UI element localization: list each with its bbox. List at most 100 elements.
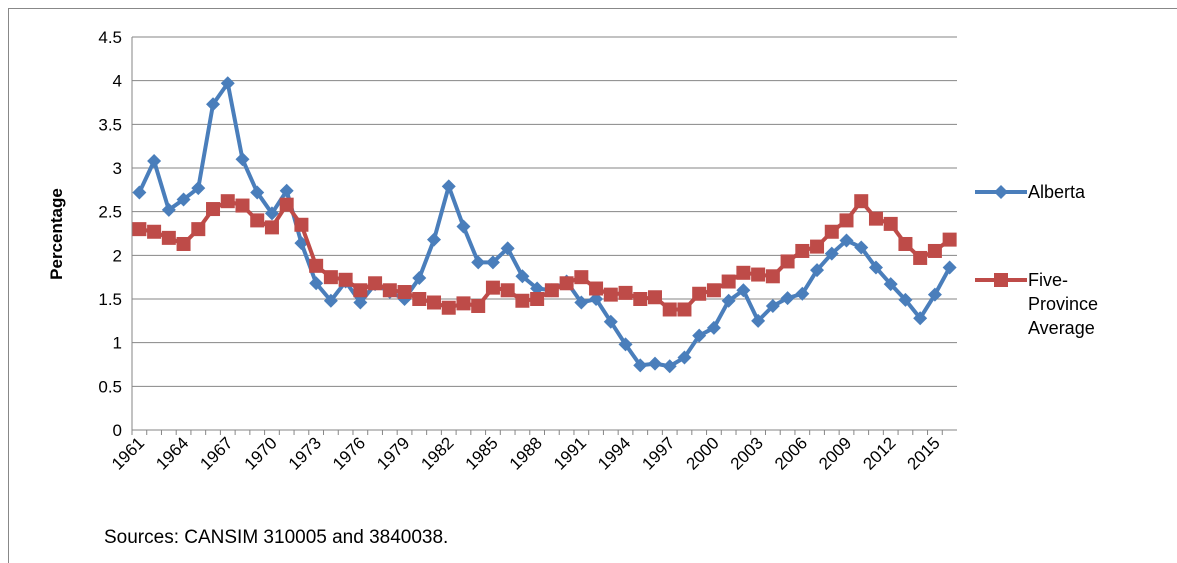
marker <box>191 181 206 196</box>
marker <box>795 286 810 301</box>
x-tick-label: 2015 <box>904 433 944 473</box>
marker <box>574 270 589 285</box>
marker <box>368 276 383 291</box>
marker <box>309 276 324 291</box>
y-tick-label: 0.5 <box>98 377 122 396</box>
x-tick-label: 2009 <box>815 433 855 473</box>
marker <box>736 265 751 280</box>
y-tick-label: 4 <box>113 72 122 91</box>
marker <box>618 285 633 300</box>
marker <box>839 233 854 248</box>
marker <box>810 239 825 254</box>
marker <box>161 202 176 217</box>
marker <box>206 202 221 217</box>
y-tick-label: 2 <box>113 246 122 265</box>
marker <box>485 255 500 270</box>
marker <box>309 258 324 273</box>
x-tick-label: 2012 <box>859 433 899 473</box>
marker <box>220 76 235 91</box>
x-tick-label: 1982 <box>417 433 457 473</box>
marker <box>721 293 736 308</box>
marker <box>353 295 368 310</box>
x-tick-label: 1985 <box>462 433 502 473</box>
marker <box>161 230 176 245</box>
marker <box>397 285 412 300</box>
marker <box>765 298 780 313</box>
legend-label: Five-Province Average <box>1028 270 1099 338</box>
legend-marker <box>994 273 1008 287</box>
marker <box>706 283 721 298</box>
marker <box>927 243 942 258</box>
marker <box>412 271 427 286</box>
marker <box>471 298 486 313</box>
marker <box>294 217 309 232</box>
y-tick-label: 4.5 <box>98 28 122 47</box>
marker <box>279 183 294 198</box>
marker <box>883 277 898 292</box>
marker <box>176 236 191 251</box>
marker <box>176 192 191 207</box>
marker <box>456 219 471 234</box>
marker <box>942 260 957 275</box>
x-tick-label: 2006 <box>771 433 811 473</box>
marker <box>927 287 942 302</box>
x-tick-label: 1988 <box>506 433 546 473</box>
marker <box>854 240 869 255</box>
marker <box>662 359 677 374</box>
marker <box>677 302 692 317</box>
marker <box>780 254 795 269</box>
marker <box>427 295 442 310</box>
y-axis-label: Percentage <box>47 188 66 280</box>
frame <box>8 8 1177 563</box>
marker <box>559 276 574 291</box>
marker <box>824 224 839 239</box>
marker <box>132 185 147 200</box>
x-tick-label: 1979 <box>373 433 413 473</box>
marker <box>824 246 839 261</box>
x-tick-label: 1973 <box>285 433 325 473</box>
marker <box>913 311 928 326</box>
y-tick-label: 2.5 <box>98 203 122 222</box>
marker <box>603 287 618 302</box>
marker <box>441 179 456 194</box>
x-tick-label: 2000 <box>683 433 723 473</box>
y-tick-label: 0 <box>113 421 122 440</box>
y-tick-label: 1.5 <box>98 290 122 309</box>
marker <box>279 197 294 212</box>
marker <box>515 293 530 308</box>
marker <box>633 358 648 373</box>
x-tick-label: 1991 <box>550 433 590 473</box>
marker <box>147 224 162 239</box>
marker <box>868 211 883 226</box>
legend-label: Alberta <box>1028 182 1086 202</box>
y-tick-label: 3.5 <box>98 115 122 134</box>
marker <box>441 300 456 315</box>
marker <box>264 220 279 235</box>
marker <box>736 283 751 298</box>
marker <box>692 286 707 301</box>
marker <box>220 194 235 209</box>
marker <box>618 337 633 352</box>
marker <box>456 296 471 311</box>
marker <box>544 283 559 298</box>
marker <box>692 328 707 343</box>
marker <box>751 267 766 282</box>
marker <box>500 283 515 298</box>
y-tick-label: 3 <box>113 159 122 178</box>
marker <box>765 269 780 284</box>
marker <box>942 232 957 247</box>
marker <box>235 152 250 167</box>
marker <box>323 270 338 285</box>
x-tick-label: 2003 <box>727 433 767 473</box>
marker <box>721 274 736 289</box>
x-tick-label: 1967 <box>196 433 236 473</box>
marker <box>839 213 854 228</box>
marker <box>191 222 206 237</box>
marker <box>810 263 825 278</box>
marker <box>751 313 766 328</box>
marker <box>913 250 928 265</box>
marker <box>633 292 648 306</box>
marker <box>250 213 265 228</box>
